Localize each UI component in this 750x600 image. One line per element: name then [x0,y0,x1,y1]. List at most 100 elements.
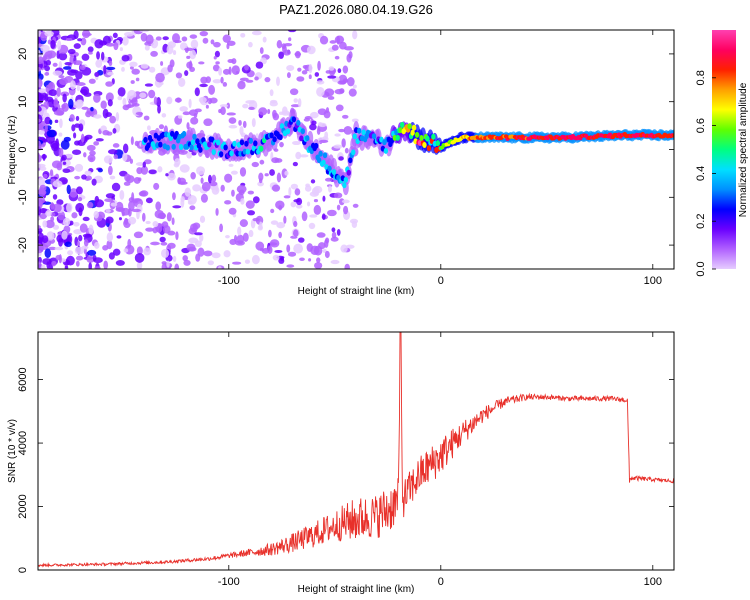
spectrogram-noise-cell [166,44,174,55]
spectrogram-ridge-cell [218,151,224,158]
spectrogram-noise-cell [226,112,236,116]
spectrogram-noise-cell [189,66,196,73]
spectrogram-noise-cell [267,245,273,255]
spectrogram-noise-cell [106,232,114,242]
spectrogram-noise-cell [257,181,264,187]
spectrogram-noise-cell [40,44,50,53]
spectrogram-ridge-cell [299,135,304,142]
spectrogram-noise-cell [77,99,84,108]
spectrogram-noise-cell [102,130,110,136]
spectrogram-noise-cell [247,210,255,216]
spectrogram-noise-cell [165,173,169,177]
spectrogram-noise-cell [334,88,345,95]
spectrogram-ridge-cell [356,127,362,134]
spectrogram-noise-cell [145,34,154,45]
spectrogram-noise-cell [52,194,58,200]
spectrogram-noise-cell [116,235,122,239]
spectrogram-noise-cell [38,124,44,131]
spectrogram-noise-cell [287,251,297,257]
spectrogram-noise-cell [179,106,188,112]
spectrogram-ridge-cell [189,144,194,151]
spectrogram-noise-cell [296,76,305,82]
spectrogram-noise-cell [331,227,336,233]
spectrogram-noise-cell [346,77,355,87]
spectrogram-noise-cell [313,198,319,203]
spectrogram-noise-cell [225,234,230,239]
spectrogram-noise-cell [352,84,357,89]
spectrogram-noise-cell [172,192,176,201]
spectrogram-noise-cell [103,64,107,75]
spectrogram-noise-cell [308,222,316,230]
spectrogram-noise-cell [293,98,298,103]
spectrogram-noise-cell [55,254,62,261]
spectrogram-noise-cell [248,106,255,111]
spectrogram-noise-cell [190,172,196,180]
spectrogram-noise-cell [129,66,134,70]
spectrogram-noise-cell [145,220,151,225]
spectrogram-noise-cell [61,230,68,240]
spectrogram-noise-cell [72,149,82,155]
spectrogram-noise-cell [199,215,206,223]
snr-y-tick-label: 4000 [17,431,29,455]
spectrogram-noise-cell [324,177,333,182]
spectrogram-noise-cell [313,204,322,215]
spectrogram-noise-cell [91,178,97,186]
spectrogram-noise-cell [251,254,260,265]
spectrogram-noise-cell [251,30,262,36]
spectrogram-ridge-cell [291,116,297,123]
spectrogram-y-tick-label: -10 [17,189,29,205]
spectrogram-noise-cell [145,227,154,232]
spectrogram-ridge-cell [419,135,424,142]
spectrogram-noise-cell [215,207,219,216]
spectrogram-noise-cell [341,138,346,148]
spectrogram-ridge-cell [229,150,234,157]
spectrogram-noise-cell [269,169,275,176]
spectrogram-noise-cell [38,78,43,88]
spectrogram-ridge-cell [146,142,151,149]
spectrogram-noise-cell [166,212,172,222]
spectrogram-noise-cell [95,59,103,68]
spectrogram-noise-cell [237,80,246,90]
spectrogram-noise-cell [45,209,52,217]
spectrogram-noise-cell [251,117,256,128]
spectrogram-y-tick-label: 0 [17,146,29,152]
spectrogram-noise-cell [222,34,231,43]
spectrogram-ridge-cell [346,169,351,176]
spectrogram-noise-cell [76,241,81,247]
spectrogram-noise-cell [38,236,43,245]
spectrogram-ridge-cell [316,157,322,164]
spectrogram-noise-cell [310,179,316,184]
spectrogram-noise-cell [333,144,343,149]
spectrogram-noise-cell [230,170,238,175]
spectrogram-noise-cell [304,185,312,192]
spectrogram-noise-cell [141,212,146,222]
spectrogram-noise-cell [84,170,92,176]
spectrogram-noise-cell [77,38,83,42]
spectrogram-noise-cell [299,154,309,158]
spectrogram-noise-cell [186,151,193,159]
spectrogram-noise-cell [193,113,198,118]
spectrogram-noise-cell [284,170,289,176]
spectrogram-noise-cell [94,72,100,77]
spectrogram-noise-cell [308,258,312,262]
spectrogram-noise-cell [342,114,349,119]
spectrogram-noise-cell [187,200,193,205]
spectrogram-noise-cell [50,39,56,49]
spectrogram-noise-cell [220,76,224,84]
spectrogram-noise-cell [172,50,177,55]
spectrogram-noise-cell [130,136,134,146]
spectrogram-noise-cell [112,32,118,39]
spectrogram-noise-cell [67,48,76,55]
spectrogram-noise-cell [131,97,138,106]
spectrogram-noise-cell [292,229,299,237]
spectrogram-noise-cell [73,132,77,139]
spectrogram-noise-cell [338,156,344,161]
spectrogram-noise-cell [242,120,247,129]
spectrogram-noise-cell [44,72,50,76]
spectrogram-noise-cell [202,37,209,44]
spectrogram-noise-cell [74,163,84,172]
spectrogram-noise-cell [251,161,259,168]
spectrogram-noise-cell [331,231,337,239]
spectrogram-noise-cell [200,177,204,184]
